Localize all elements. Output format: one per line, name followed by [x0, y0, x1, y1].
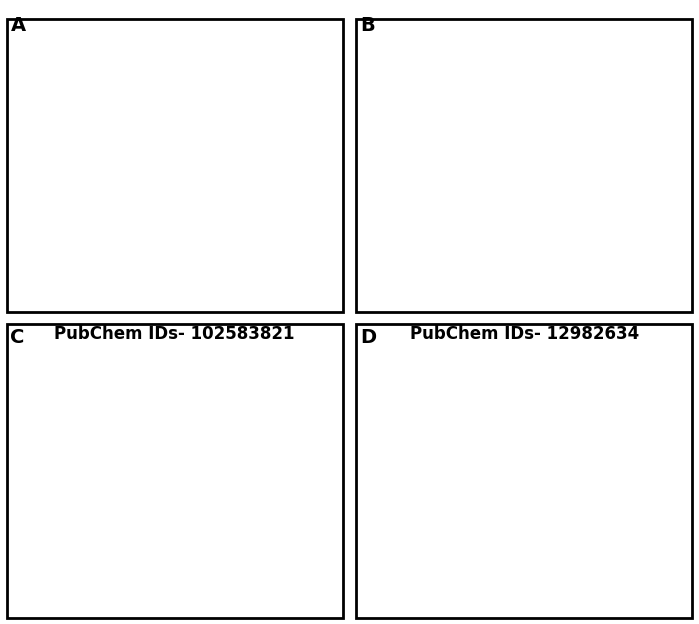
Text: A: A	[10, 16, 26, 34]
Text: B: B	[360, 16, 375, 34]
Text: C: C	[10, 328, 25, 346]
Text: D: D	[360, 328, 376, 346]
Text: PubChem IDs- 12982634: PubChem IDs- 12982634	[410, 325, 639, 343]
Text: PubChem IDs- 102583821: PubChem IDs- 102583821	[55, 325, 295, 343]
